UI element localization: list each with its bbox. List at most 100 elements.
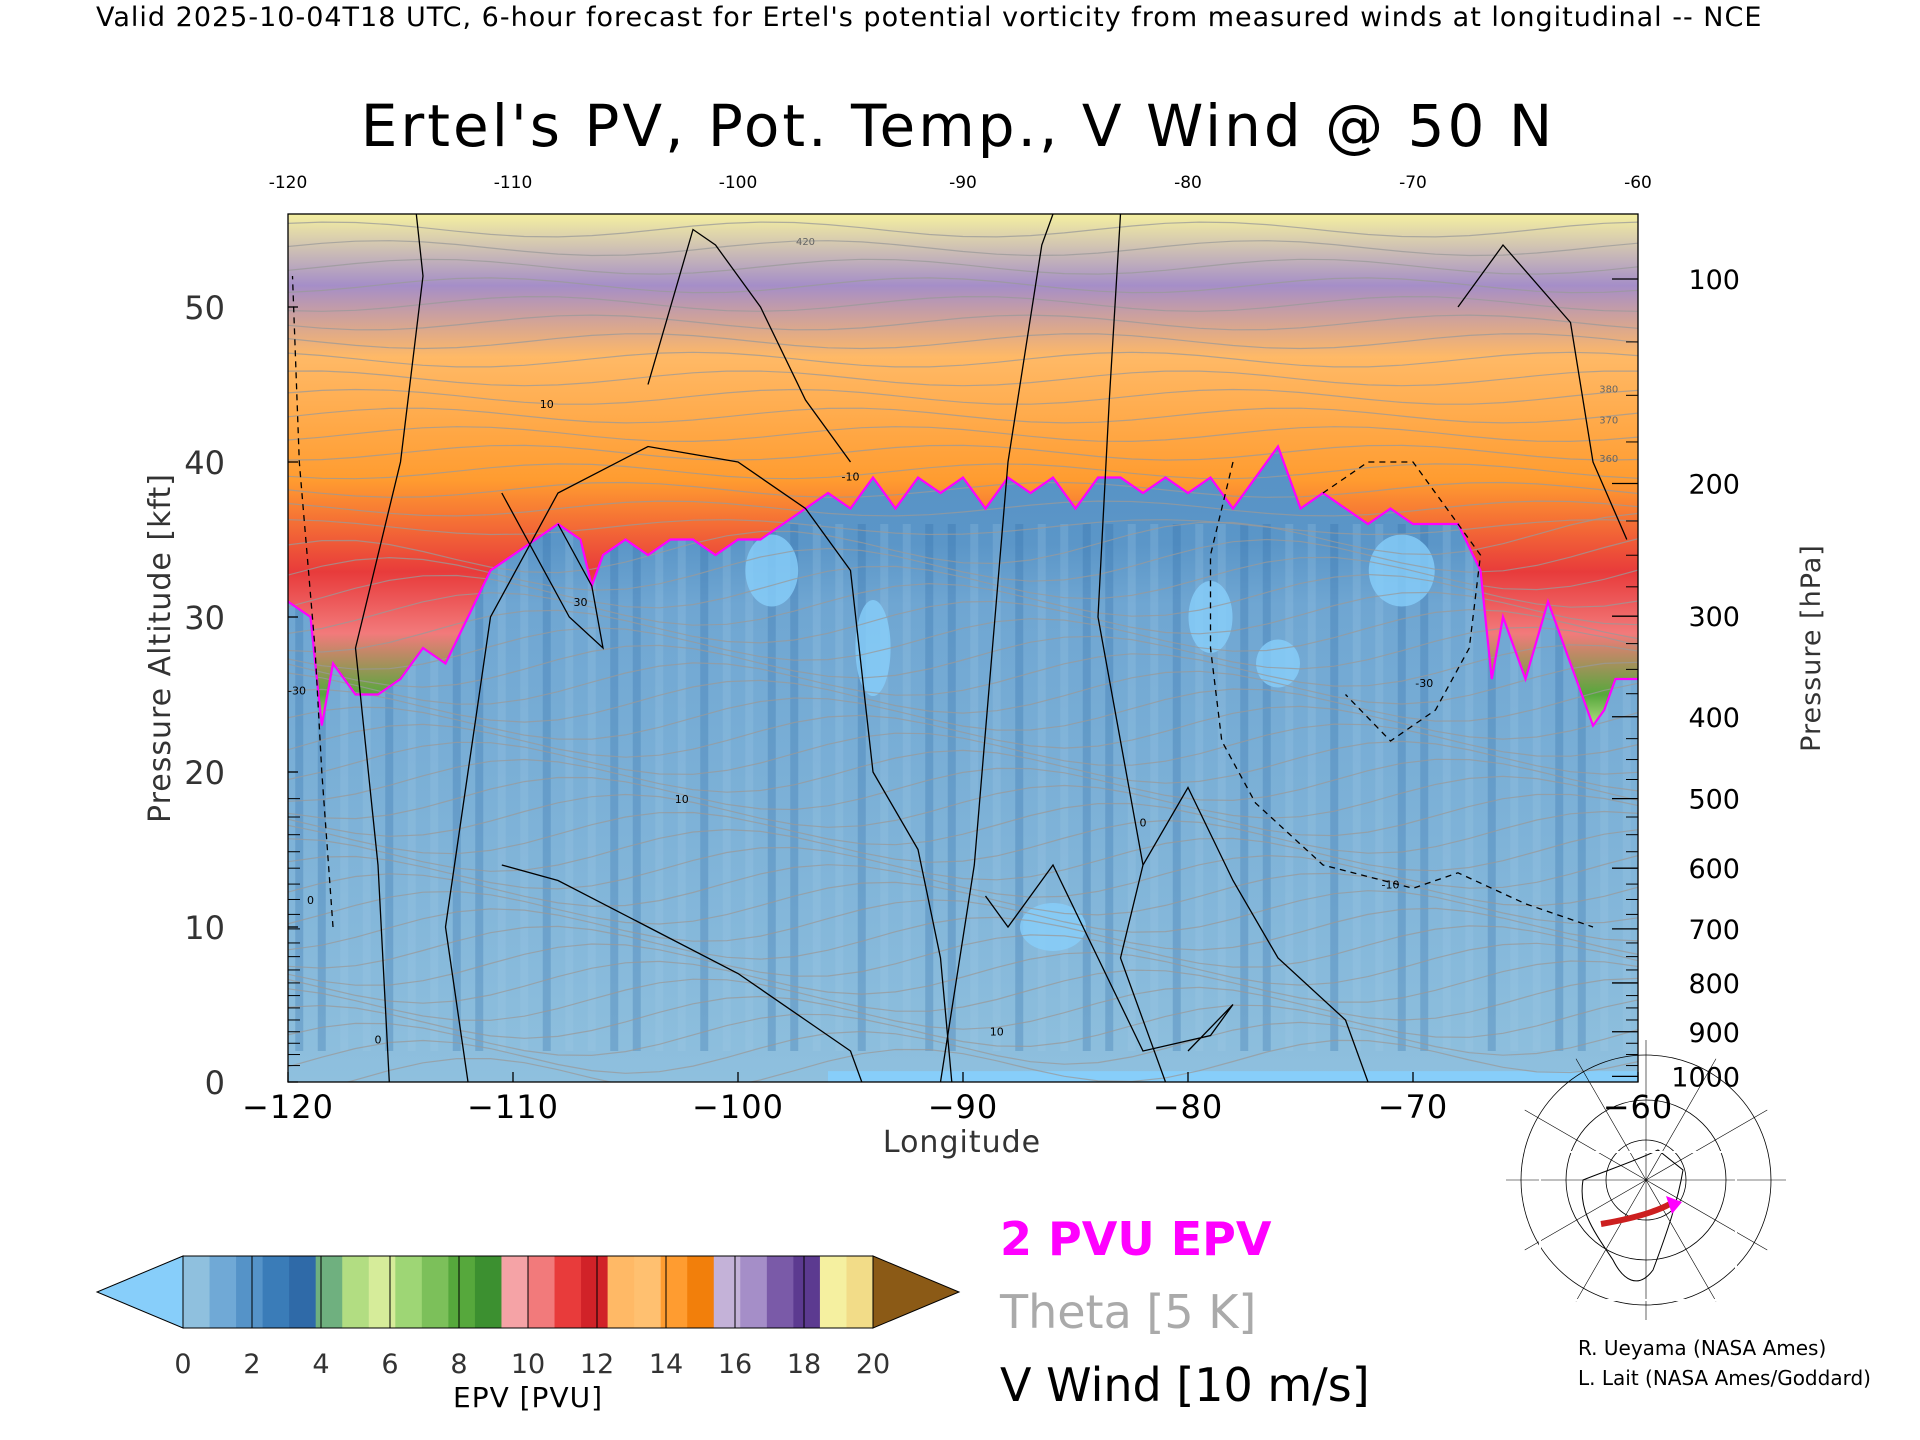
pv-streak: [970, 524, 979, 1051]
top-x-tick-label: -90: [949, 173, 977, 193]
contour-label: -10: [1382, 878, 1400, 891]
pv-streak: [1240, 524, 1249, 1051]
pv-streak: [1510, 524, 1519, 1051]
v-wind-contour: [501, 864, 863, 1082]
pressure-tick-label: 900: [1688, 1018, 1740, 1049]
header-text: Valid 2025-10-04T18 UTC, 6-hour forecast…: [96, 2, 1763, 33]
colorbar-segment: [209, 1256, 237, 1328]
colorbar-segment: [740, 1256, 768, 1328]
theta-contour: [288, 333, 1638, 350]
pv-streak: [1600, 524, 1609, 1051]
colorbar-segment: [634, 1256, 662, 1328]
pv-streak: [835, 524, 844, 1051]
colorbar-segment: [793, 1256, 821, 1328]
pv-streak: [655, 524, 664, 1051]
theta-contour: [288, 661, 1638, 723]
pv-streak: [992, 524, 1001, 1051]
pv-streak: [430, 524, 439, 1051]
theta-contour: [288, 314, 1638, 331]
theta-contour: [288, 512, 1638, 574]
colorbar-tick-label: 2: [243, 1349, 260, 1380]
contour-label: 10: [675, 793, 689, 806]
theta-contour: [288, 626, 1638, 688]
inset-map-clip-frame: [1539, 1151, 1737, 1301]
theta-contour: [288, 370, 1638, 387]
colorbar-tick-label: 20: [856, 1349, 890, 1380]
colorbar-tick-label: 18: [787, 1349, 821, 1380]
low-pv-patch: [855, 600, 891, 696]
legend-2pvu-epv: 2 PVU EPV: [1000, 1212, 1272, 1266]
pv-streak: [407, 524, 416, 1051]
x-tick-label: −90: [928, 1088, 999, 1126]
pv-streak: [1532, 524, 1541, 1051]
legend-theta: Theta [5 K]: [1000, 1285, 1257, 1339]
v-wind-contour: [444, 445, 953, 1082]
theta-contour: [288, 463, 1638, 480]
pressure-tick-label: 100: [1688, 265, 1740, 296]
pv-streak: [925, 524, 934, 1051]
v-wind-contour: [354, 214, 424, 1082]
theta-contour: [288, 295, 1638, 312]
pv-streak: [385, 524, 394, 1051]
top-x-tick-label: -120: [269, 173, 308, 193]
pv-streak: [1150, 524, 1159, 1051]
contour-label: 10: [540, 398, 554, 411]
theta-contour: [288, 426, 1638, 443]
chart-title: Ertel's PV, Pot. Temp., V Wind @ 50 N: [360, 92, 1556, 160]
pressure-tick-label: 1000: [1671, 1062, 1740, 1093]
top-x-tick-label: -100: [719, 173, 758, 193]
pv-streak: [745, 524, 754, 1051]
v-wind-contour: [939, 214, 1054, 1082]
theta-contour: [288, 999, 1638, 1057]
top-x-tick-label: -110: [494, 173, 533, 193]
pv-streak: [362, 524, 371, 1051]
inset-map-bg: [1540, 1152, 1736, 1300]
pv-streak: [497, 524, 506, 1051]
y-tick-label: 0: [205, 1064, 225, 1102]
colorbar-segment: [183, 1256, 211, 1328]
theta-contour: [288, 277, 1638, 294]
top-x-tick-label: -60: [1624, 173, 1652, 193]
pv-streak: [317, 524, 326, 1051]
theta-contour: [288, 351, 1638, 368]
theta-contour: [288, 538, 1638, 591]
v-wind-contour: [291, 275, 334, 928]
colorbar-tick-label: 14: [649, 1349, 683, 1380]
theta-label: 370: [1599, 415, 1618, 426]
x-tick-label: −70: [1378, 1088, 1449, 1126]
colorbar-title: EPV [PVU]: [453, 1381, 604, 1414]
x-tick-label: −100: [692, 1088, 784, 1126]
theta-contour: [288, 407, 1638, 424]
x-tick-label: −110: [467, 1088, 559, 1126]
pv-streak: [1262, 524, 1271, 1051]
pv-streak: [902, 524, 911, 1051]
colorbar-segment: [289, 1256, 317, 1328]
theta-contour: [345, 1039, 1638, 1082]
theta-contour: [288, 977, 1638, 1039]
stratosphere-field: [288, 214, 1638, 726]
pressure-tick-label: 600: [1688, 854, 1740, 885]
colorbar-segment: [262, 1256, 290, 1328]
pv-streak: [1352, 524, 1361, 1051]
theta-contour: [288, 444, 1638, 461]
colorbar-segment: [687, 1256, 715, 1328]
theta-contour: [288, 705, 1638, 758]
colorbar-segment: [713, 1256, 741, 1328]
pv-streak: [767, 524, 776, 1051]
pressure-tick-label: 200: [1688, 469, 1740, 500]
x-tick-label: −120: [242, 1088, 334, 1126]
colorbar-segment: [581, 1256, 609, 1328]
pressure-tick-label: 300: [1688, 602, 1740, 633]
pv-streak: [542, 524, 551, 1051]
pv-streak: [1307, 524, 1316, 1051]
theta-contour: [288, 810, 1638, 872]
contour-label: 0: [307, 894, 314, 907]
v-wind-contour: [1322, 461, 1482, 742]
colorbar-segment: [236, 1256, 264, 1328]
pv-streak: [340, 524, 349, 1051]
y-tick-label: 10: [184, 909, 225, 947]
pv-streak: [1397, 524, 1406, 1051]
x-tick-label: −80: [1153, 1088, 1224, 1126]
x-tick-label: −60: [1603, 1088, 1674, 1126]
